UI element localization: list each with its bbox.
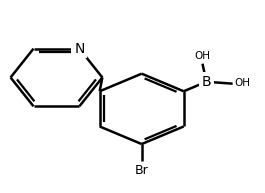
Text: N: N (74, 42, 85, 56)
Text: OH: OH (234, 78, 250, 88)
Text: B: B (202, 75, 211, 89)
Text: Br: Br (135, 164, 149, 177)
Text: OH: OH (195, 51, 210, 61)
